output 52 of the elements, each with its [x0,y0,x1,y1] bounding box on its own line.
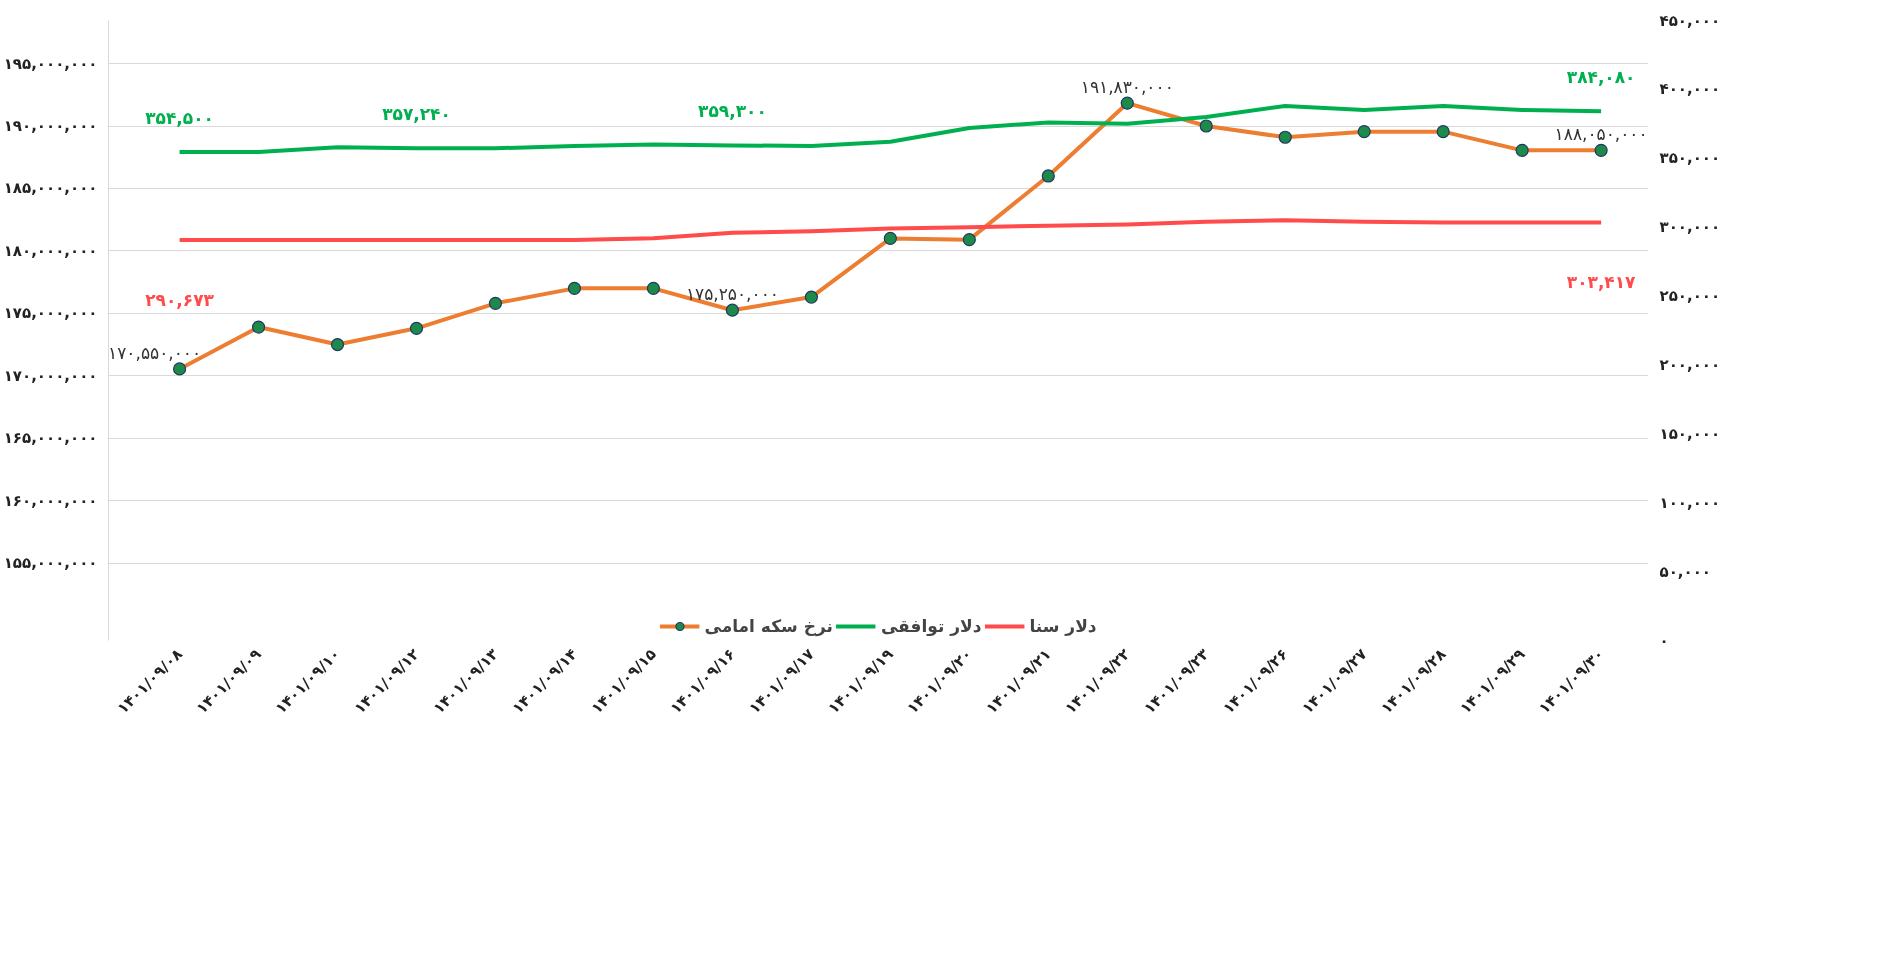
y2-tick-label: ۱۵۰,۰۰۰ [1659,424,1721,443]
x-tick-label: ۱۴۰۱/۰۹/۱۷ [745,645,818,718]
x-tick-label: ۱۴۰۱/۰۹/۱۳ [429,645,502,718]
data-label: ۲۹۰,۶۷۳ [145,290,215,311]
y-tick-label: ۱۵۵,۰۰۰,۰۰۰ [3,554,98,573]
y2-tick-label: ۴۰۰,۰۰۰ [1659,80,1721,99]
x-tick-label: ۱۴۰۱/۰۹/۲۲ [1061,645,1134,718]
x-tick-label: ۱۴۰۱/۰۹/۳۰ [1535,645,1608,718]
x-tick-label: ۱۴۰۱/۰۹/۲۰ [903,645,976,718]
y2-tick-label: ۵۰,۰۰۰ [1659,562,1711,581]
y-tick-label: ۱۶۰,۰۰۰,۰۰۰ [3,491,98,510]
y-tick-label: ۱۷۰,۰۰۰,۰۰۰ [3,366,98,385]
data-label: ۳۰۳,۴۱۷ [1566,272,1637,293]
x-tick-label: ۱۴۰۱/۰۹/۲۶ [1219,645,1292,718]
y-tick-label: ۱۸۵,۰۰۰,۰۰۰ [3,179,98,198]
x-tick-label: ۱۴۰۱/۰۹/۲۱ [982,645,1055,718]
data-label: ۳۸۴,۰۸۰ [1566,67,1636,88]
data-label: ۱۸۸,۰۵۰,۰۰۰ [1554,124,1648,145]
x-tick-label: ۱۴۰۱/۰۹/۲۷ [1298,645,1371,718]
y2-tick-label: ۳۵۰,۰۰۰ [1659,149,1721,168]
x-tick-label: ۱۴۰۱/۰۹/۱۹ [824,645,897,718]
y2-tick-label: ۴۵۰,۰۰۰ [1659,11,1721,30]
y2-tick-label: ۳۰۰,۰۰۰ [1659,218,1721,237]
x-tick-label: ۱۴۰۱/۰۹/۰۹ [192,645,265,718]
data-label: ۱۹۱,۸۳۰,۰۰۰ [1080,77,1174,98]
line-series [177,218,1604,243]
y-tick-label: ۱۸۰,۰۰۰,۰۰۰ [3,241,98,260]
y-tick-label: ۱۹۰,۰۰۰,۰۰۰ [3,117,98,136]
x-tick-label: ۱۴۰۱/۰۹/۱۴ [508,645,581,718]
y-tick-label: ۱۷۵,۰۰۰,۰۰۰ [3,304,98,323]
x-tick-label: ۱۴۰۱/۰۹/۱۰ [271,645,344,718]
data-label: ۳۵۴,۵۰۰ [145,108,214,129]
data-label: ۱۷۰,۵۵۰,۰۰۰ [108,342,202,363]
x-tick-label: ۱۴۰۱/۰۹/۱۵ [587,645,660,718]
y2-tick-label: ۰ [1659,631,1669,650]
data-label: ۱۷۵,۲۵۰,۰۰۰ [685,284,779,305]
x-tick-label: ۱۴۰۱/۰۹/۲۳ [1140,645,1213,718]
x-tick-label: ۱۴۰۱/۰۹/۱۲ [350,645,423,718]
legend-label: دلار سنا [1029,616,1097,636]
data-label: ۳۵۷,۲۴۰ [382,104,451,125]
y2-tick-label: ۲۰۰,۰۰۰ [1659,355,1721,374]
x-tick-label: ۱۴۰۱/۰۹/۰۸ [113,645,186,718]
y2-tick-label: ۱۰۰,۰۰۰ [1659,493,1721,512]
x-tick-label: ۱۴۰۱/۰۹/۱۶ [666,645,739,718]
y-tick-label: ۱۶۵,۰۰۰,۰۰۰ [3,429,98,448]
x-tick-label: ۱۴۰۱/۰۹/۲۹ [1456,645,1529,718]
legend-label: نرخ سکه امامی [704,616,833,636]
y2-tick-label: ۲۵۰,۰۰۰ [1659,287,1721,306]
legend-label: دلار توافقی [880,616,982,636]
data-label: ۳۵۹,۳۰۰ [698,101,767,122]
y-tick-label: ۱۹۵,۰۰۰,۰۰۰ [3,54,98,73]
x-tick-label: ۱۴۰۱/۰۹/۲۸ [1377,645,1450,718]
